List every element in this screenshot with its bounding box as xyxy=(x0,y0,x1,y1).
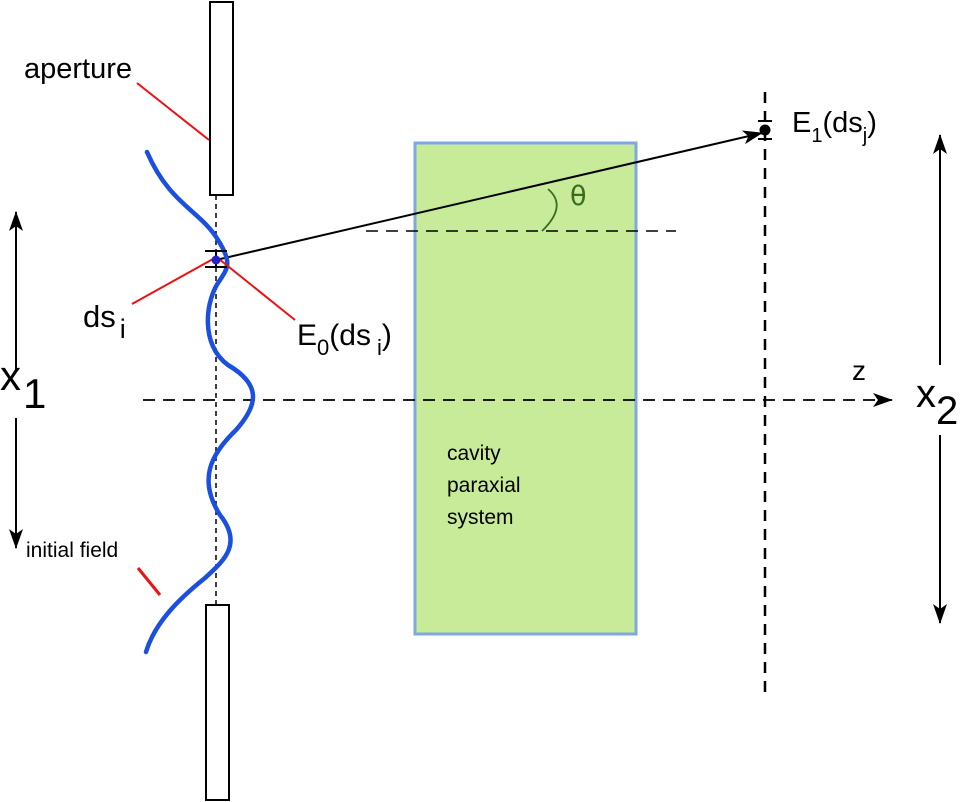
cavity-label-line1: cavity xyxy=(447,442,501,465)
aperture-leader xyxy=(136,82,210,141)
e0-leader xyxy=(218,258,296,321)
e1-label: E1(dsj) xyxy=(792,107,877,147)
ds-i-point xyxy=(211,255,221,265)
x1-label: x1 xyxy=(0,352,46,417)
theta-label: θ xyxy=(570,181,587,212)
cavity-box xyxy=(413,141,638,636)
initial-field-label: initial field xyxy=(26,539,118,562)
e0-label: E0(ds i) xyxy=(297,319,392,360)
theta-arc xyxy=(541,188,558,232)
ds-i-label: ds i xyxy=(83,299,126,344)
cavity-label-line2: paraxial xyxy=(447,474,521,497)
initial-field-curve xyxy=(143,149,256,655)
initial-field-leader xyxy=(136,567,162,596)
aperture-upper-plate xyxy=(209,1,234,196)
z-label: z xyxy=(852,355,866,386)
x2-label: x2 xyxy=(916,372,958,433)
aperture-lower-plate xyxy=(205,604,230,801)
ray-line xyxy=(215,130,763,261)
cavity-label-line3: system xyxy=(447,506,514,529)
ds-i-leader xyxy=(131,258,214,305)
ds-j-point xyxy=(759,124,771,136)
aperture-label: aperture xyxy=(24,53,132,85)
